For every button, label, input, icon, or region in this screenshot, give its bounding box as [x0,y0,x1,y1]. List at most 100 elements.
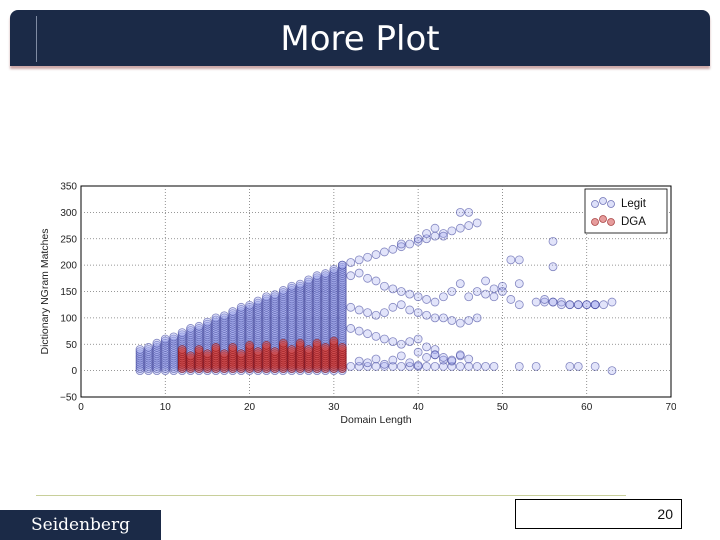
legit-point [278,288,288,297]
legit-point [135,345,145,354]
dga-point [236,349,246,359]
legit-point [455,223,465,233]
x-tick-label: 50 [497,402,509,413]
legit-point [177,330,187,340]
legit-point [489,362,499,371]
legit-point [514,362,524,371]
legend-label: DGA [621,216,646,228]
x-tick-label: 20 [244,402,256,413]
legit-point [346,362,356,371]
legit-point [253,298,263,308]
legit-point [548,262,558,272]
x-tick-label: 10 [160,402,172,413]
legit-point [481,276,490,286]
legit-point [607,366,617,376]
legit-point [346,302,356,312]
legit-point [380,281,389,291]
legit-point [464,207,474,217]
legit-point [540,295,549,304]
legit-point [354,326,364,336]
legit-point [236,302,246,312]
legit-point [472,313,482,323]
legit-point [312,273,322,283]
legit-point [371,250,381,259]
legit-point [599,300,608,310]
legit-point [455,350,465,360]
legit-point [464,292,474,302]
legit-point [270,290,280,300]
legit-point [194,321,204,331]
dga-point [186,351,195,361]
y-axis-label: Dictionary NGram Matches [39,228,51,354]
legit-point [489,292,499,302]
legit-point [514,255,524,265]
legit-point [321,269,330,278]
legit-point [396,339,406,349]
legit-point [354,268,364,278]
legit-point [363,308,372,318]
legit-point [439,231,448,241]
y-tick-label: 100 [60,313,77,324]
legit-point [565,362,575,371]
legit-point [422,310,431,320]
dga-point [211,343,221,352]
legit-point [405,305,415,315]
legit-point [413,236,423,246]
legit-point [388,284,398,294]
legit-point [278,286,288,295]
legit-point [422,353,431,362]
legit-point [422,342,431,352]
legit-point [219,313,229,323]
legit-point [396,351,406,361]
legit-point [396,242,406,252]
dga-point [228,343,238,352]
legit-point [144,343,153,352]
legit-point [295,281,305,291]
legit-point [371,354,381,364]
legit-point [422,295,431,304]
legit-point [194,324,204,333]
legit-point [380,362,389,371]
legit-point [380,247,389,257]
legit-point [430,297,440,307]
x-tick-label: 0 [78,402,84,413]
legit-point [540,297,549,307]
legit-point [203,319,212,329]
legit-point [439,229,448,238]
legit-point [413,334,423,344]
legit-point [388,362,398,371]
x-axis-label: Domain Length [340,414,411,426]
legit-point [405,337,415,347]
legit-point [295,279,305,289]
legit-point [573,362,583,371]
x-tick-label: 70 [665,402,676,413]
legit-point [388,337,398,347]
dga-point [295,338,305,348]
legit-point [329,267,339,276]
legit-point [405,358,415,368]
legit-point [489,284,499,294]
legit-point [413,360,423,370]
legit-point [186,326,195,335]
legit-point [371,362,381,371]
legit-point [447,316,457,325]
legit-point [219,311,229,321]
legit-point [472,362,482,371]
legit-point [152,338,162,348]
legit-point [152,340,162,350]
dga-point [253,347,263,357]
dga-point [312,338,322,348]
legit-point [582,300,592,310]
legit-point [430,350,440,360]
legit-point [211,315,221,325]
legit-point [186,324,195,333]
legit-point [262,292,271,302]
legit-point [548,236,558,246]
legend-legit-marker [591,200,599,208]
legit-point [135,347,145,357]
legit-point [253,296,263,306]
legit-point [228,309,238,319]
legit-point [590,300,600,310]
page-number-box: 20 [515,499,682,529]
x-tick-label: 60 [581,402,593,413]
